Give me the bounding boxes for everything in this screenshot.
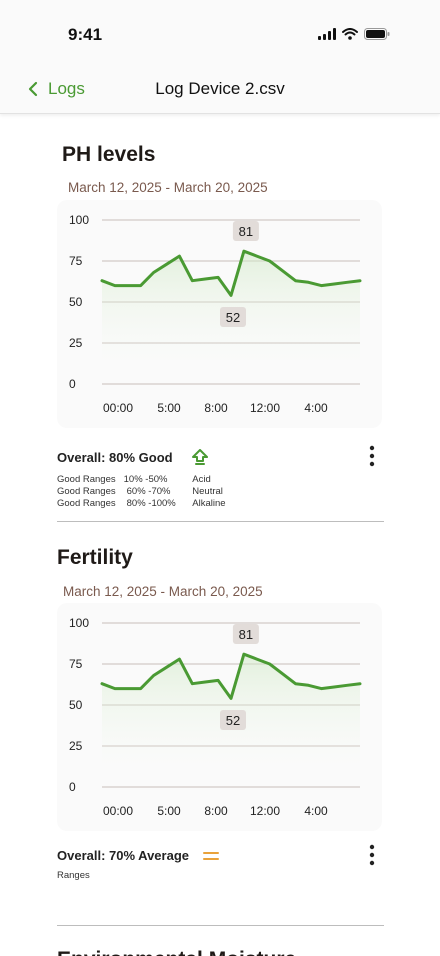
- y-tick-label: 75: [69, 254, 83, 268]
- y-tick-label: 75: [69, 657, 83, 671]
- range-value: 80% -100%: [126, 498, 176, 509]
- value-label-52: 52: [220, 710, 246, 730]
- x-tick-label: 8:00: [204, 401, 228, 415]
- status-time: 9:41: [68, 25, 103, 44]
- value-label-81: 81: [232, 624, 259, 644]
- range-label: Good Ranges: [57, 486, 116, 497]
- ph-chart-card: 100 75 50 25 0 81 52 00:00 5:00 8:00 12:00 4:00: [57, 200, 382, 428]
- range-label: Good Ranges: [57, 474, 116, 485]
- overall-fertility-text: Overall: 70% Average: [57, 848, 189, 863]
- range-value: 10% -50%: [123, 474, 168, 485]
- battery-icon: [364, 28, 390, 40]
- x-tick-label: 4:00: [304, 401, 328, 415]
- y-tick-label: 50: [69, 698, 83, 712]
- y-tick-label: 100: [69, 213, 89, 227]
- x-tick-label: 4:00: [304, 804, 328, 818]
- series-line: [100, 249, 362, 297]
- arrow-up-icon: [191, 449, 208, 465]
- y-tick-label: 25: [69, 336, 83, 350]
- svg-text:81: 81: [239, 627, 253, 642]
- x-tick-label: 12:00: [250, 804, 280, 818]
- x-tick-label: 8:00: [204, 804, 228, 818]
- status-bar: 9:41: [0, 0, 440, 70]
- x-tick-label: 00:00: [103, 804, 133, 818]
- date-range-fertility: March 12, 2025 - March 20, 2025: [63, 584, 263, 599]
- range-name: Acid: [192, 474, 211, 485]
- section-title-ph: PH levels: [62, 143, 156, 166]
- more-options-fertility-button[interactable]: [362, 843, 382, 867]
- section-title-fertility: Fertility: [57, 546, 133, 569]
- overall-ph: Overall: 80% Good: [57, 449, 209, 465]
- x-tick-label: 12:00: [250, 401, 280, 415]
- ph-chart: 100 75 50 25 0 81 52 00:00 5:00 8:00 12:00 4:00: [69, 213, 362, 415]
- value-label-81: 81: [232, 221, 259, 241]
- divider: [57, 521, 384, 522]
- x-tick-label: 5:00: [157, 804, 181, 818]
- signal-icon: [318, 28, 336, 40]
- y-tick-label: 100: [69, 616, 89, 630]
- range-row: Good Ranges 10% -50% Acid: [57, 474, 226, 486]
- svg-text:52: 52: [226, 713, 240, 728]
- wifi-icon: [342, 28, 358, 40]
- equals-icon: [203, 851, 219, 860]
- more-options-ph-button[interactable]: [362, 444, 382, 468]
- range-label: Good Ranges: [57, 498, 116, 509]
- back-label: Logs: [48, 79, 85, 98]
- date-range-ph: March 12, 2025 - March 20, 2025: [68, 180, 268, 195]
- y-tick-label: 0: [69, 780, 76, 794]
- y-tick-label: 50: [69, 295, 83, 309]
- x-tick-label: 00:00: [103, 401, 133, 415]
- x-tick-label: 5:00: [157, 401, 181, 415]
- y-tick-label: 25: [69, 739, 83, 753]
- range-name: Neutral: [192, 486, 223, 497]
- value-label-52: 52: [220, 307, 246, 327]
- divider: [57, 925, 384, 926]
- series-line: [100, 652, 362, 700]
- fertility-chart: 100 75 50 25 0 81 52 00:00 5:00 8:00 12:00 4:00: [69, 616, 362, 818]
- range-value: 60% -70%: [126, 486, 171, 497]
- y-tick-label: 0: [69, 377, 76, 391]
- range-name: Alkaline: [192, 498, 226, 509]
- fertility-ranges-label: Ranges: [57, 870, 90, 881]
- back-button[interactable]: Logs: [28, 79, 85, 99]
- navigation-bar: Logs Log Device 2.csv: [0, 70, 440, 114]
- svg-text:52: 52: [226, 310, 240, 325]
- fertility-chart-card: 100 75 50 25 0 81 52 00:00 5:00 8:00 12:00 4:00: [57, 603, 382, 831]
- ph-ranges-list: Good Ranges 10% -50% Acid Good Ranges 60…: [57, 474, 226, 510]
- overall-fertility: Overall: 70% Average: [57, 848, 219, 863]
- svg-text:81: 81: [239, 224, 253, 239]
- chevron-left-icon: [28, 81, 38, 97]
- status-icons: [318, 28, 390, 40]
- section-title-moisture: Environmental Moisture: [57, 948, 296, 956]
- overall-ph-text: Overall: 80% Good: [57, 449, 173, 465]
- range-row: Good Ranges 80% -100% Alkaline: [57, 498, 226, 510]
- range-row: Good Ranges 60% -70% Neutral: [57, 486, 226, 498]
